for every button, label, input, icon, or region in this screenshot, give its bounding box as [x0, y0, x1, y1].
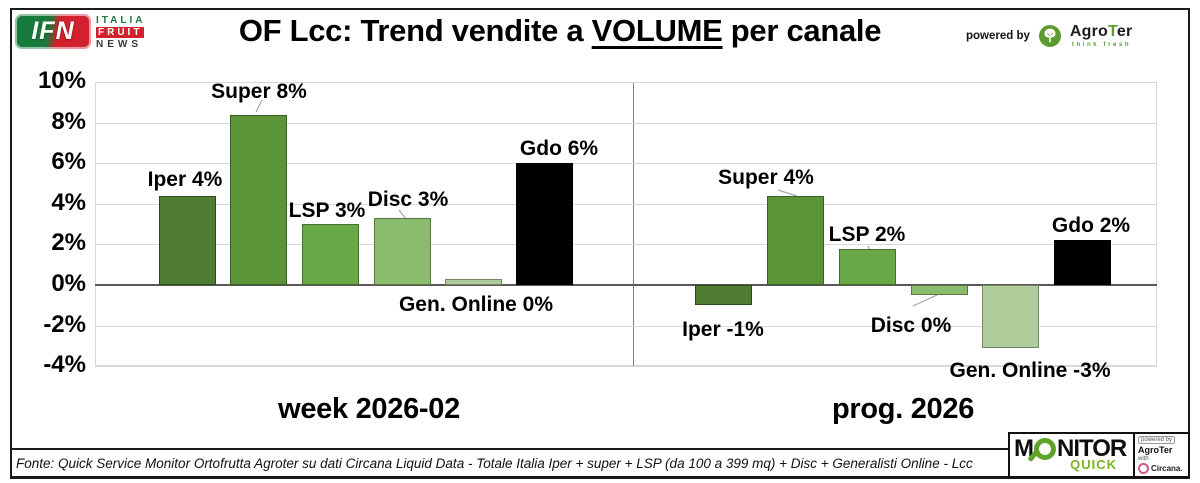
group-label-prog: prog. 2026: [831, 393, 975, 425]
agroter-part2: T: [1108, 23, 1117, 40]
bar-label-gen-online-panel1: Gen. Online -3%: [949, 359, 1111, 382]
y-tick-label: 2%: [51, 229, 86, 257]
title-prefix: OF Lcc: Trend vendite a: [238, 13, 592, 48]
title-underlined: VOLUME: [591, 13, 723, 48]
powered-by-label: powered by: [966, 30, 1030, 42]
y-tick-label: 10%: [37, 67, 86, 94]
monitor-with-label: with: [1138, 456, 1149, 462]
bar-gen-online-panel1: [982, 285, 1039, 348]
circana-icon: [1138, 463, 1149, 474]
bar-label-gen-online-panel0: Gen. Online 0%: [398, 293, 554, 316]
monitor-word-end: NITOR: [1057, 435, 1127, 463]
bar-lsp-panel1: [839, 248, 896, 285]
circana-label: Circana.: [1151, 464, 1183, 473]
bar-disc-panel1: [911, 285, 968, 296]
bar-super-panel1: [767, 195, 824, 285]
agroter-part3: er: [1116, 23, 1133, 40]
bar-label-gdo-panel1: Gdo 2%: [1051, 214, 1131, 237]
bar-disc-panel0: [374, 218, 431, 285]
monitor-wordmark: M NITOR QUICK: [1010, 434, 1133, 476]
gridline: [95, 82, 1157, 83]
source-note: Fonte: Quick Service Monitor Ortofrutta …: [16, 456, 973, 471]
magnifier-icon: [1034, 438, 1056, 460]
bar-label-disc-panel0: Disc 3%: [367, 188, 449, 211]
bar-super-panel0: [230, 114, 287, 285]
agroter-tree-icon: [1038, 25, 1061, 47]
ifn-badge-icon: IFN: [15, 14, 91, 49]
bar-iper-panel1: [695, 285, 752, 306]
bar-iper-panel0: [159, 195, 216, 285]
gridline: [95, 366, 1157, 368]
ifn-italia-label: ITALIA: [96, 15, 146, 26]
bar-label-lsp-panel1: LSP 2%: [828, 223, 906, 246]
bar-gdo-panel1: [1054, 240, 1111, 285]
ifn-acronym: IFN: [31, 17, 75, 45]
bar-label-gdo-panel0: Gdo 6%: [519, 137, 599, 160]
bar-lsp-panel0: [302, 224, 359, 285]
monitor-powered-by-label: powered by: [1138, 436, 1176, 444]
monitor-agroter-label: AgroTer: [1138, 445, 1173, 455]
quick-label: QUICK: [1070, 457, 1117, 472]
footer-divider: [11, 448, 1189, 450]
title-suffix: per canale: [722, 13, 882, 48]
zero-axis-line: [95, 284, 1157, 286]
ifn-fruit-label: FRUIT: [96, 27, 145, 38]
agroter-part1: Agro: [1069, 23, 1109, 40]
y-tick-label: -2%: [43, 310, 86, 338]
bar-label-iper-panel0: Iper 4%: [147, 168, 223, 191]
agroter-wordmark: AgroTer think fresh: [1069, 23, 1133, 49]
gridline: [95, 203, 1157, 205]
bar-label-disc-panel1: Disc 0%: [870, 314, 952, 337]
ifn-news-label: NEWS: [96, 39, 142, 50]
bar-gdo-panel0: [516, 163, 573, 285]
gridline: [95, 244, 1157, 246]
bar-label-super-panel0: Super 8%: [211, 80, 307, 103]
monitor-powered-by: powered by AgroTer with Circana.: [1133, 434, 1188, 476]
agroter-tagline: think fresh: [1071, 42, 1132, 48]
y-tick-label: 4%: [51, 188, 86, 216]
ifn-logo: IFN ITALIA FRUIT NEWS: [15, 14, 145, 50]
monitor-quick-logo: M NITOR QUICK powered by AgroTer with Ci…: [1008, 432, 1190, 478]
powered-by-agroter: powered by AgroTer think fresh: [966, 23, 1133, 49]
bar-label-super-panel1: Super 4%: [718, 166, 814, 189]
y-tick-label: -4%: [43, 351, 86, 379]
bar-gen-online-panel0: [445, 278, 502, 285]
y-tick-label: 0%: [51, 270, 86, 297]
group-label-week: week 2026-02: [278, 393, 460, 425]
gridline: [95, 122, 1157, 124]
y-tick-label: 8%: [51, 107, 86, 135]
y-tick-label: 6%: [51, 148, 86, 176]
panel-divider: [633, 82, 634, 366]
ifn-logo-text: ITALIA FRUIT NEWS: [96, 14, 145, 50]
chart-frame: [10, 8, 1190, 479]
bar-label-iper-panel1: Iper -1%: [682, 318, 764, 341]
gridline: [95, 163, 1157, 165]
monitor-word-start: M: [1014, 435, 1034, 463]
gridline: [95, 325, 1157, 327]
bar-label-lsp-panel0: LSP 3%: [288, 199, 366, 222]
page-title: OF Lcc: Trend vendite a VOLUME per canal…: [160, 13, 960, 49]
